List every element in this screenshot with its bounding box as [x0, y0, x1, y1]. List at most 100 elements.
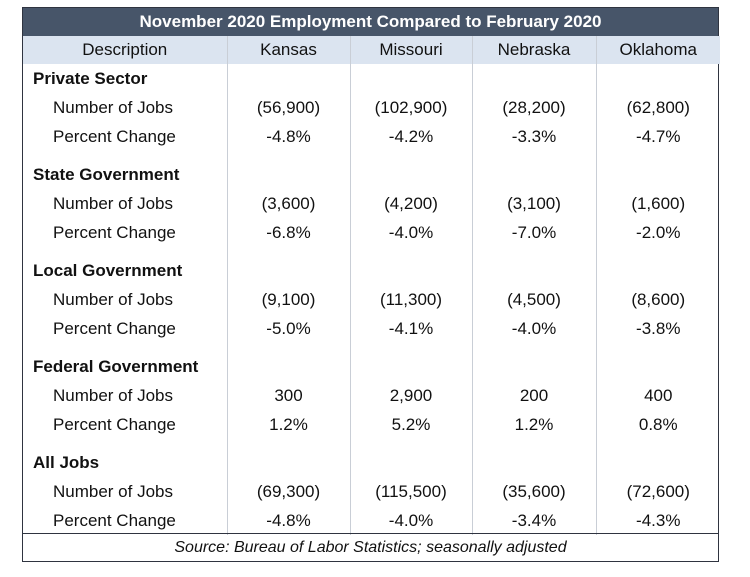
empty-cell: [226, 64, 350, 93]
empty-cell: [349, 160, 472, 189]
table-body: Private Sector Number of Jobs (56,900) (102…: [23, 64, 720, 535]
value-cell: -4.7%: [595, 122, 720, 151]
table-row: Percent Change -4.8% -4.0% -3.4% -4.3%: [23, 506, 720, 535]
empty-cell: [595, 448, 720, 477]
row-label: Percent Change: [53, 319, 176, 338]
empty-cell: [226, 256, 350, 285]
spacer-cell: [471, 343, 596, 352]
empty-cell: [349, 256, 472, 285]
value-cell: -4.8%: [226, 122, 350, 151]
section-header-row: Federal Government: [23, 352, 720, 381]
value-cell: -3.4%: [471, 506, 596, 535]
column-header-nebraska: Nebraska: [471, 36, 596, 64]
value-cell: (72,600): [595, 477, 720, 506]
spacer-cell: [226, 343, 350, 352]
employment-table: Description Kansas Missouri Nebraska Okl…: [23, 36, 720, 535]
empty-cell: [226, 448, 350, 477]
spacer-cell: [23, 151, 227, 160]
table-row: Number of Jobs (56,900) (102,900) (28,200)(…: [23, 93, 720, 122]
value-cell: -4.0%: [349, 506, 472, 535]
spacer-cell: [349, 439, 472, 448]
section-header-row: All Jobs: [23, 448, 720, 477]
value-cell: -3.8%: [595, 314, 720, 343]
table-row: Percent Change 1.2% 5.2% 1.2% 0.8%: [23, 410, 720, 439]
value-cell: (1,600): [595, 189, 720, 218]
empty-cell: [595, 64, 720, 93]
table-row: Percent Change -5.0% -4.1% -4.0% -3.8%: [23, 314, 720, 343]
value-cell: -6.8%: [226, 218, 350, 247]
column-header-description: Description: [23, 36, 227, 64]
value-cell: 300: [226, 381, 350, 410]
table-row: Percent Change -4.8% -4.2% -3.3% -4.7%: [23, 122, 720, 151]
row-label: Percent Change: [53, 127, 176, 146]
row-label: Percent Change: [53, 511, 176, 530]
empty-cell: [349, 352, 472, 381]
empty-cell: [595, 352, 720, 381]
row-label: Percent Change: [53, 415, 176, 434]
value-cell: -7.0%: [471, 218, 596, 247]
value-cell: -4.1%: [349, 314, 472, 343]
section-spacer: [23, 151, 720, 160]
spacer-cell: [595, 439, 720, 448]
row-label: Number of Jobs: [53, 482, 173, 501]
value-cell: 5.2%: [349, 410, 472, 439]
section-title: Federal Government: [33, 357, 199, 376]
value-cell: -4.2%: [349, 122, 472, 151]
section-header-row: Local Government: [23, 256, 720, 285]
spacer-cell: [23, 439, 227, 448]
value-cell: (62,800): [595, 93, 720, 122]
empty-cell: [471, 160, 596, 189]
value-cell: (11,300): [349, 285, 472, 314]
empty-cell: [471, 256, 596, 285]
value-cell: (3,600): [226, 189, 350, 218]
spacer-cell: [226, 247, 350, 256]
value-cell: (56,900): [226, 93, 350, 122]
section-header-row: Private Sector: [23, 64, 720, 93]
empty-cell: [226, 160, 350, 189]
column-header-oklahoma: Oklahoma: [595, 36, 720, 64]
empty-cell: [595, 160, 720, 189]
table-row: Number of Jobs (9,100) (11,300) (4,500) (8,6…: [23, 285, 720, 314]
spacer-cell: [471, 151, 596, 160]
section-title: All Jobs: [33, 453, 100, 472]
section-spacer: [23, 439, 720, 448]
spacer-cell: [595, 247, 720, 256]
section-header-row: State Government: [23, 160, 720, 189]
table-row: Number of Jobs (3,600) (4,200) (3,100) (1,60…: [23, 189, 720, 218]
value-cell: 0.8%: [595, 410, 720, 439]
value-cell: 1.2%: [471, 410, 596, 439]
value-cell: -2.0%: [595, 218, 720, 247]
value-cell: 2,900: [349, 381, 472, 410]
value-cell: (35,600): [471, 477, 596, 506]
empty-cell: [349, 64, 472, 93]
empty-cell: [471, 64, 596, 93]
spacer-cell: [226, 439, 350, 448]
value-cell: -4.3%: [595, 506, 720, 535]
value-cell: -3.3%: [471, 122, 596, 151]
value-cell: (28,200): [471, 93, 596, 122]
empty-cell: [226, 352, 350, 381]
spacer-cell: [23, 247, 227, 256]
spacer-cell: [471, 247, 596, 256]
row-label: Number of Jobs: [53, 98, 173, 117]
value-cell: (115,500): [349, 477, 472, 506]
value-cell: -4.0%: [349, 218, 472, 247]
value-cell: (9,100): [226, 285, 350, 314]
table-title: November 2020 Employment Compared to Feb…: [23, 8, 718, 36]
section-title: State Government: [33, 165, 180, 184]
section-title: Private Sector: [33, 69, 148, 88]
column-header-missouri: Missouri: [349, 36, 472, 64]
spacer-cell: [349, 343, 472, 352]
value-cell: -5.0%: [226, 314, 350, 343]
value-cell: -4.0%: [471, 314, 596, 343]
section-title: Local Government: [33, 261, 183, 280]
spacer-cell: [595, 151, 720, 160]
header-row: Description Kansas Missouri Nebraska Okl…: [23, 36, 720, 64]
spacer-cell: [23, 343, 227, 352]
column-header-kansas: Kansas: [226, 36, 350, 64]
value-cell: (4,200): [349, 189, 472, 218]
value-cell: -4.8%: [226, 506, 350, 535]
value-cell: (102,900): [349, 93, 472, 122]
spacer-cell: [226, 151, 350, 160]
spacer-cell: [595, 343, 720, 352]
